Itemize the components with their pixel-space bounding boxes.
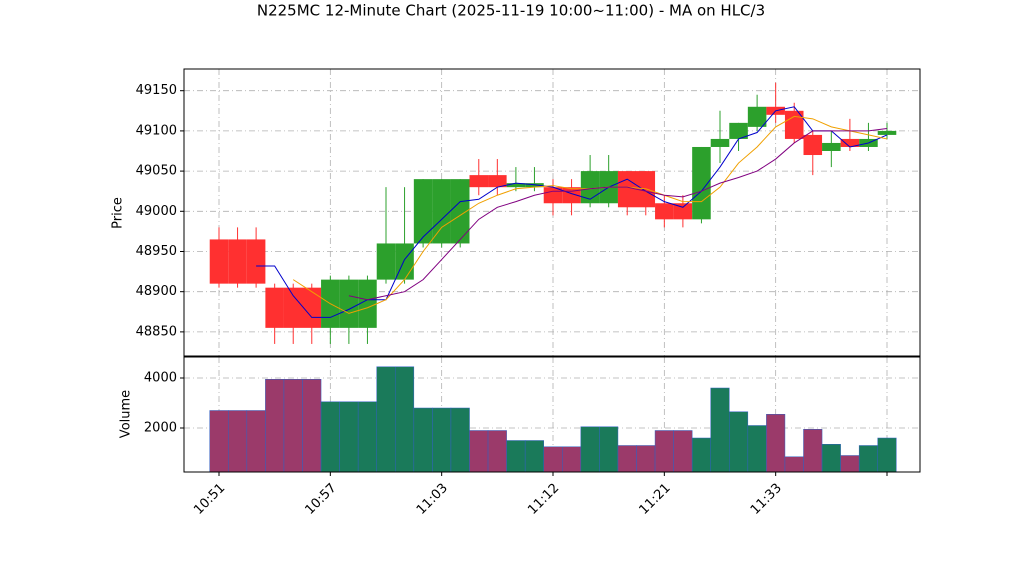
y-tick-label: 49100	[136, 123, 177, 138]
volume-bar	[803, 429, 823, 473]
candle-body	[432, 179, 451, 244]
candle-body	[822, 142, 841, 151]
volume-bar	[246, 410, 266, 473]
volume-bar	[543, 446, 563, 473]
volume-bar	[450, 407, 470, 473]
candle-body	[209, 239, 229, 284]
volume-axis-label: Volume	[119, 390, 134, 438]
y-tick-label: 49000	[136, 204, 177, 219]
candle-body	[710, 138, 730, 147]
price-axes-frame	[183, 68, 921, 357]
ma-line	[292, 115, 888, 314]
chart-title: N225MC 12-Minute Chart (2025-11-19 10:00…	[257, 2, 765, 20]
volume-tick-label: 2000	[144, 421, 177, 436]
x-tick-label: 10:57	[303, 481, 340, 518]
y-tick-label: 49050	[136, 164, 177, 179]
x-tick-label: 10:51	[191, 481, 228, 518]
candle-body	[358, 279, 377, 328]
candle-body	[747, 106, 767, 127]
candle-body	[283, 287, 303, 328]
y-tick-label: 48900	[136, 284, 177, 299]
volume-bar	[766, 414, 786, 473]
volume-bar	[376, 366, 396, 473]
volume-bar	[302, 379, 322, 473]
volume-bar	[320, 401, 340, 473]
candle-body	[376, 243, 396, 280]
volume-bar	[580, 426, 600, 473]
candle-body	[877, 130, 897, 135]
volume-axes-frame	[183, 356, 921, 473]
candle-body	[673, 203, 693, 220]
candle-body	[488, 175, 507, 188]
volume-bar	[357, 401, 377, 473]
volume-bar	[747, 425, 767, 473]
x-tick-label: 11:33	[748, 481, 785, 518]
candle-body	[655, 203, 674, 220]
candle-body	[469, 175, 489, 188]
volume-bar	[506, 440, 526, 473]
volume-bar	[636, 445, 656, 473]
volume-bar	[691, 437, 711, 473]
ma-line	[348, 127, 888, 301]
volume-bar	[858, 445, 878, 473]
volume-bar	[784, 456, 804, 473]
volume-bar	[413, 407, 433, 473]
volume-bar	[599, 426, 619, 473]
x-tick-label: 11:03	[414, 481, 451, 518]
y-tick-label: 49150	[136, 83, 177, 98]
ma-line	[256, 106, 888, 318]
volume-bar	[821, 444, 841, 473]
volume-bar	[654, 430, 674, 473]
volume-bar	[209, 410, 229, 473]
candle-body	[413, 179, 433, 244]
candle-body	[580, 171, 600, 204]
volume-bar	[562, 446, 582, 473]
x-tick-label: 11:12	[525, 481, 562, 518]
volume-bar	[840, 455, 860, 473]
volume-bar	[673, 430, 693, 473]
volume-bar	[283, 379, 303, 473]
candle-body	[339, 279, 359, 328]
candle-body	[729, 122, 748, 139]
volume-bar	[877, 437, 897, 473]
volume-bar	[432, 407, 452, 473]
candle-body	[803, 134, 823, 156]
volume-bar	[339, 401, 359, 473]
y-tick-label: 48950	[136, 244, 177, 259]
volume-bar	[469, 430, 489, 473]
volume-bar	[395, 366, 415, 473]
candle-body	[246, 239, 266, 284]
y-tick-label: 48850	[136, 324, 177, 339]
volume-bar	[265, 379, 285, 473]
candle-body	[506, 183, 526, 188]
volume-bar	[524, 440, 544, 473]
candle-body	[265, 287, 284, 328]
candle-body	[302, 287, 322, 328]
candle-body	[840, 138, 860, 147]
volume-tick-label: 4000	[144, 371, 177, 386]
volume-bar	[710, 387, 730, 473]
candle-body	[617, 171, 637, 208]
candle-body	[784, 110, 804, 139]
y-axis-label: Price	[111, 197, 126, 229]
candle-body	[450, 179, 470, 244]
x-tick-label: 11:21	[637, 481, 674, 518]
volume-bar	[228, 410, 248, 473]
volume-bar	[729, 411, 749, 473]
candle-body	[228, 239, 247, 284]
volume-bar	[617, 445, 637, 473]
volume-bar	[487, 430, 507, 473]
